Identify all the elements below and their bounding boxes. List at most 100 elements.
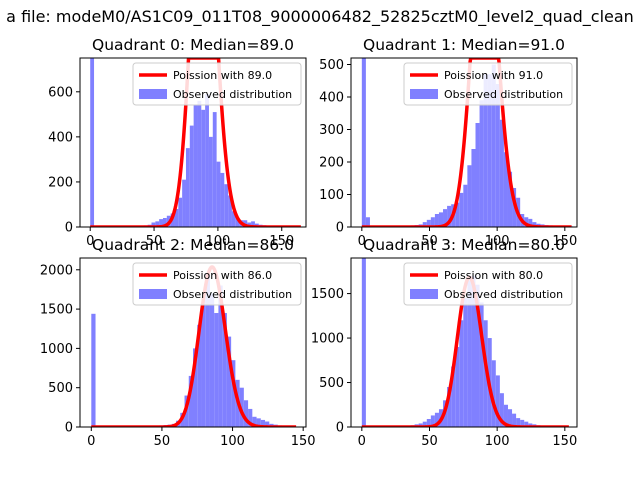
histogram-bar: [507, 409, 513, 427]
histogram-bar: [499, 393, 504, 427]
histogram-bar: [231, 360, 236, 427]
histogram-bar: [438, 212, 444, 227]
panel-quadrant-1: 0 50 100 150 0 100 200 300 400 500 Poission with 9…: [319, 36, 578, 249]
histogram-bar: [503, 152, 508, 227]
y-tick-label: 100: [319, 188, 344, 203]
legend-box: [132, 262, 302, 306]
y-tick-label: 0: [65, 421, 73, 436]
y-tick-label: 0: [336, 221, 344, 236]
panel-title: Quadrant 0: Median=89.0: [92, 36, 294, 54]
legend-bar-label: Observed distribution: [173, 88, 292, 101]
legend-bar-label: Observed distribution: [444, 288, 563, 301]
histogram-bar: [182, 179, 186, 227]
y-tick-label: 0: [336, 421, 344, 436]
histogram-bar: [418, 423, 423, 427]
histogram-bar: [248, 408, 253, 427]
histogram-bar: [528, 218, 533, 227]
legend-bar-swatch: [410, 89, 438, 99]
y-tick-label: 500: [48, 381, 73, 396]
legend-bar-label: Observed distribution: [444, 88, 563, 101]
histogram-bar: [222, 313, 227, 427]
x-tick-label: 0: [358, 434, 366, 449]
x-tick-label: 150: [552, 234, 577, 249]
histogram-bar: [524, 217, 529, 227]
histogram-bar: [495, 375, 500, 427]
y-tick-label: 200: [48, 175, 73, 190]
histogram-bar: [220, 172, 225, 227]
x-tick-label: 50: [154, 434, 171, 449]
histogram-bar: [243, 400, 249, 427]
histogram-bar: [224, 184, 229, 227]
histogram-bar: [443, 209, 448, 227]
histogram-bar: [151, 222, 156, 227]
y-tick-label: 500: [319, 376, 344, 391]
histogram-bar: [197, 324, 202, 427]
legend-line-label: Poission with 80.0: [444, 269, 543, 282]
histogram-bar: [205, 273, 210, 427]
histogram-bar: [491, 360, 496, 427]
histogram-bar: [491, 64, 496, 227]
x-tick-label: 150: [269, 234, 294, 249]
histogram-bar: [479, 100, 484, 227]
histogram-bar: [455, 202, 460, 227]
y-tick-label: 1000: [311, 332, 344, 347]
histogram-bar: [185, 148, 190, 227]
legend-box: [403, 62, 573, 106]
legend: Poission with 86.0 Observed distribution: [132, 262, 302, 306]
histogram-bar: [216, 161, 221, 227]
x-tick-label: 50: [421, 234, 438, 249]
histogram-bar: [467, 165, 472, 227]
axes-frame: [79, 257, 307, 428]
histogram-bar: [467, 280, 472, 427]
x-tick-label: 0: [86, 234, 94, 249]
histogram-bar: [178, 197, 183, 227]
y-tick-label: 500: [319, 58, 344, 73]
histogram-bar: [208, 136, 213, 227]
y-tick-label: 400: [48, 130, 73, 145]
histogram-bar: [520, 419, 525, 427]
histogram-bar: [422, 222, 427, 227]
x-tick-label: 50: [421, 434, 438, 449]
histogram-bar: [205, 94, 209, 227]
histogram-bar: [189, 125, 194, 227]
histogram-bar: [434, 412, 439, 427]
x-tick-label: 100: [205, 234, 230, 249]
histogram-bar: [212, 112, 217, 227]
histogram-bar: [471, 275, 476, 427]
y-tick-label: 1000: [40, 342, 73, 357]
y-tick-label: 1500: [311, 287, 344, 302]
axes-frame: [350, 257, 578, 428]
y-tick-label: 2000: [40, 263, 73, 278]
histogram-bar: [265, 421, 270, 427]
panel-title: Quadrant 2: Median=86.0: [92, 236, 294, 254]
histogram-bar: [499, 119, 504, 227]
histogram-bar: [365, 217, 370, 227]
x-tick-label: 100: [220, 434, 245, 449]
histogram-bar: [188, 375, 193, 427]
histogram-bar: [256, 418, 261, 427]
histogram-bar: [159, 219, 163, 227]
histogram-bar: [475, 123, 480, 227]
histogram-bar: [235, 217, 240, 227]
histogram-bar: [226, 336, 232, 427]
x-tick-label: 100: [485, 434, 510, 449]
histogram-bar: [512, 413, 517, 427]
histogram-bar: [209, 293, 215, 427]
histogram-bar: [451, 366, 456, 427]
y-tick-label: 200: [319, 156, 344, 171]
y-tick-label: 600: [48, 85, 73, 100]
histogram-bar: [252, 416, 257, 427]
legend-bar-swatch: [139, 289, 167, 299]
histogram-bar: [201, 109, 206, 227]
histogram-bar: [201, 297, 206, 427]
histogram-bar: [426, 418, 431, 427]
histogram-bar: [471, 149, 476, 227]
x-tick-label: 150: [552, 434, 577, 449]
figure-title: a file: modeM0/AS1C09_011T08_9000006482_…: [6, 7, 634, 27]
histogram-bar: [214, 313, 219, 427]
histogram-bar: [447, 386, 452, 427]
y-tick-label: 0: [65, 221, 73, 236]
histogram-bar: [251, 221, 255, 227]
